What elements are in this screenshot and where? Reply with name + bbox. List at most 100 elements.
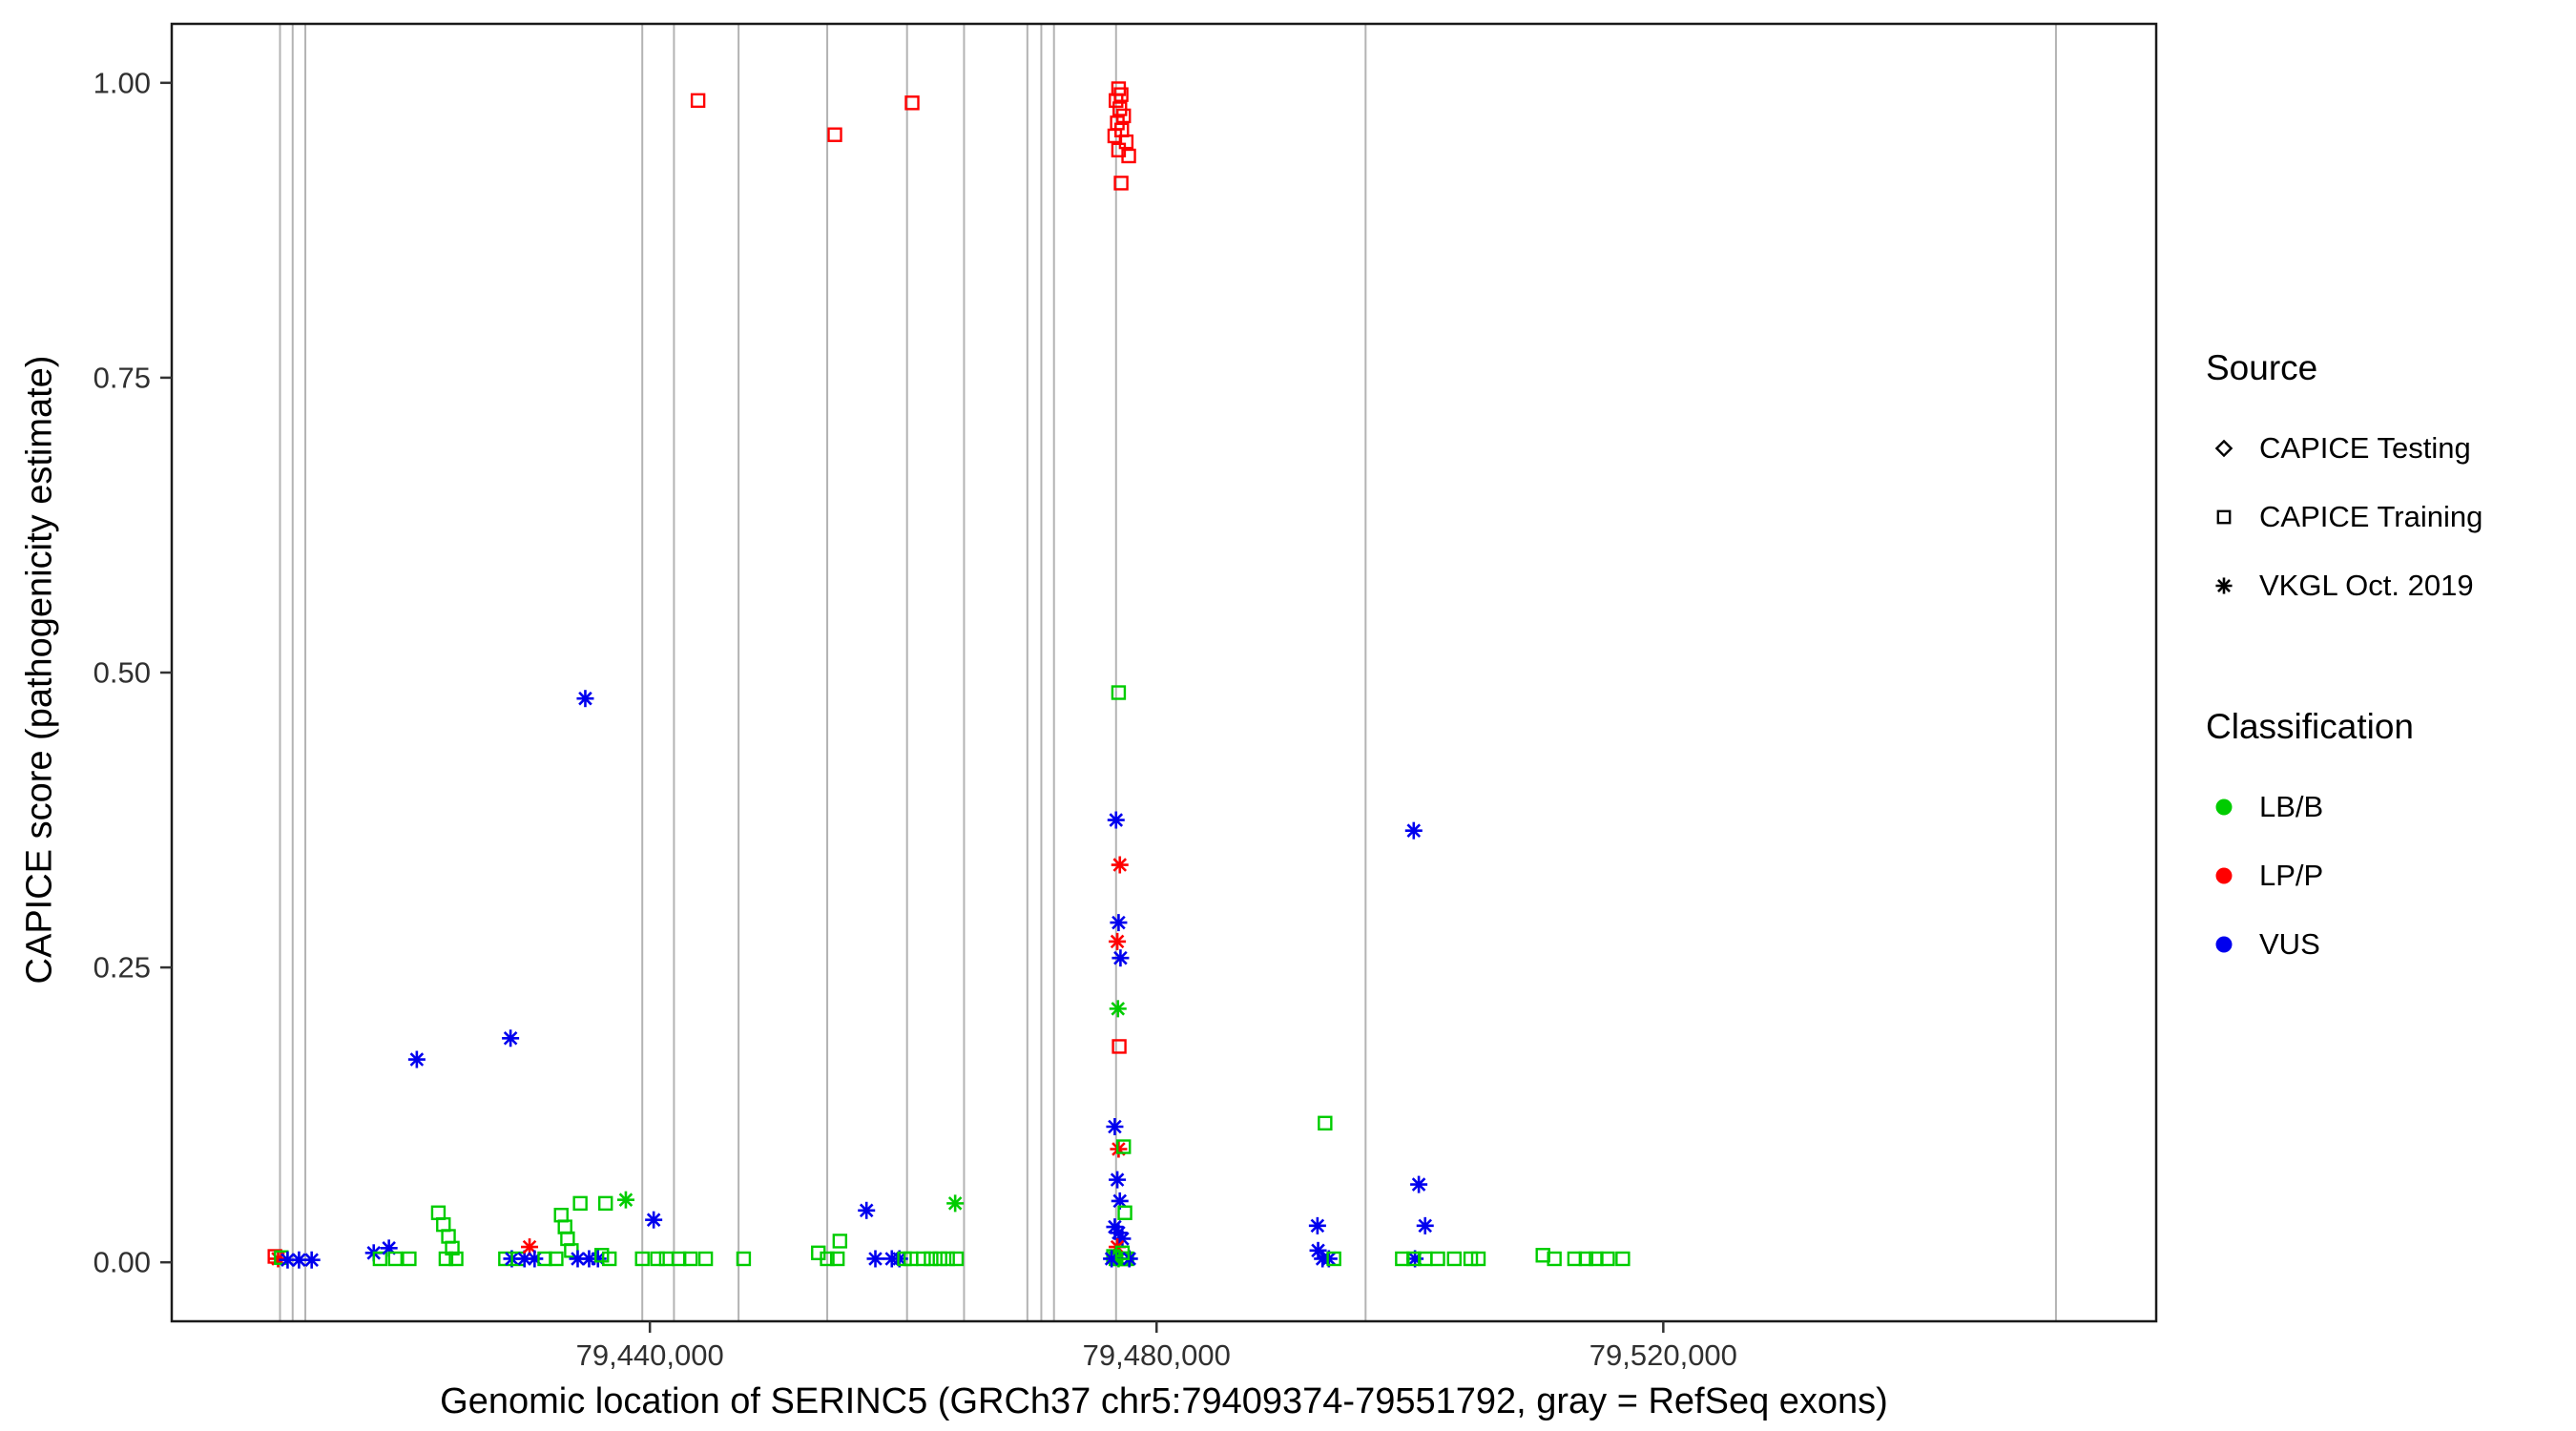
data-point [904, 95, 920, 111]
data-point [1109, 1171, 1127, 1189]
y-tick-label: 0.50 [93, 656, 151, 690]
legend-source: Source CAPICE Testing CAPICE Training VKGL… [2206, 347, 2483, 620]
data-point [946, 1194, 965, 1213]
legend-item-label: CAPICE Testing [2259, 431, 2471, 465]
data-point [1107, 811, 1125, 829]
data-point [1318, 1115, 1333, 1130]
data-point [407, 1050, 426, 1068]
legend-classification-items: LB/B LP/P VUS [2206, 773, 2483, 979]
data-point [832, 1234, 848, 1249]
data-point [1111, 1192, 1129, 1210]
data-point [1470, 1251, 1486, 1267]
y-tick-label: 1.00 [93, 66, 151, 99]
data-point [1416, 1216, 1434, 1234]
data-point [436, 1216, 451, 1233]
data-point [564, 1243, 579, 1258]
y-axis-label: CAPICE score (pathogenicity estimate) [19, 355, 60, 985]
legend-item-lp-p: LP/P [2206, 841, 2483, 910]
legend-item-vus: VUS [2206, 910, 2483, 979]
legend-item-lb-b: LB/B [2206, 773, 2483, 841]
data-point [924, 1251, 939, 1267]
data-point [1615, 1251, 1631, 1267]
data-point [380, 1239, 398, 1257]
data-point [569, 1250, 587, 1268]
data-point [1109, 1000, 1127, 1018]
legend-classification-title: Classification [2206, 707, 2414, 746]
data-point [598, 1195, 613, 1212]
data-point [1111, 685, 1127, 700]
x-tick-label: 79,440,000 [576, 1338, 724, 1372]
data-point [916, 1251, 931, 1267]
data-point [1111, 1039, 1127, 1054]
legend-item-label: CAPICE Training [2259, 500, 2483, 533]
data-point [820, 1251, 835, 1267]
data-point [387, 1251, 404, 1267]
data-point [1111, 949, 1130, 967]
circle-marker [2215, 936, 2233, 953]
square-icon [2216, 509, 2232, 525]
data-point [502, 1029, 520, 1047]
data-point [589, 1250, 607, 1268]
data-point [1121, 148, 1136, 164]
legend-item-vkgl-oct-2019: VKGL Oct. 2019 [2206, 551, 2483, 620]
legend-classification: Classification LB/B LP/P VUS [2206, 706, 2483, 979]
circle-marker [2215, 798, 2233, 816]
data-point [601, 1251, 617, 1267]
legend-item-label: VUS [2259, 927, 2320, 961]
y-tick-label: 0.25 [93, 951, 151, 985]
data-point [1578, 1251, 1594, 1267]
data-point [430, 1205, 447, 1220]
data-point [1106, 1118, 1124, 1135]
diamond-icon [2214, 439, 2233, 458]
data-point [1446, 1251, 1462, 1267]
data-point [402, 1251, 417, 1267]
color-swatch-icon [2215, 936, 2233, 953]
data-point [1117, 1205, 1132, 1220]
data-point [1430, 1251, 1445, 1267]
legend-item-label: VKGL Oct. 2019 [2259, 569, 2474, 602]
data-point [827, 127, 842, 142]
data-point [549, 1251, 564, 1267]
color-swatch-icon [2215, 798, 2233, 816]
circle-marker [2215, 867, 2233, 884]
data-point [1326, 1251, 1341, 1267]
data-point [858, 1201, 876, 1219]
legend-item-label: LB/B [2259, 790, 2324, 823]
asterisk-marker [2215, 577, 2233, 594]
data-point [572, 1195, 588, 1212]
data-point [1404, 821, 1423, 840]
data-point [650, 1251, 665, 1267]
diamond-marker [2214, 439, 2233, 458]
legend-item-capice-testing: CAPICE Testing [2206, 414, 2483, 483]
panel-border [170, 22, 2158, 1323]
data-point [948, 1251, 965, 1267]
data-point [560, 1231, 575, 1247]
x-tick-label: 79,520,000 [1589, 1338, 1737, 1372]
data-point [557, 1219, 572, 1234]
data-point [1308, 1216, 1326, 1234]
y-tick-label: 0.00 [93, 1246, 151, 1279]
data-point [1114, 1245, 1131, 1260]
data-point [658, 1251, 675, 1267]
data-point [372, 1251, 388, 1267]
x-tick-label: 79,480,000 [1083, 1338, 1231, 1372]
data-point [645, 1211, 663, 1229]
data-point [1113, 176, 1129, 191]
data-point [438, 1251, 454, 1267]
data-point [1110, 914, 1128, 932]
data-point [1109, 93, 1124, 109]
data-point [940, 1251, 955, 1267]
legend: Source CAPICE Testing CAPICE Training VKGL… [2206, 347, 2483, 979]
x-axis-label: Genomic location of SERINC5 (GRCh37 chr5… [440, 1381, 1888, 1421]
legend-source-items: CAPICE Testing CAPICE Training VKGL Oct. 2… [2206, 414, 2483, 620]
color-swatch-icon [2215, 867, 2233, 884]
data-point [1118, 134, 1134, 150]
data-point [576, 690, 594, 708]
data-point [594, 1248, 610, 1263]
square-marker [2216, 509, 2232, 525]
data-point [932, 1251, 947, 1267]
data-point [736, 1251, 752, 1267]
data-point [634, 1251, 650, 1267]
data-point [1116, 1139, 1132, 1154]
